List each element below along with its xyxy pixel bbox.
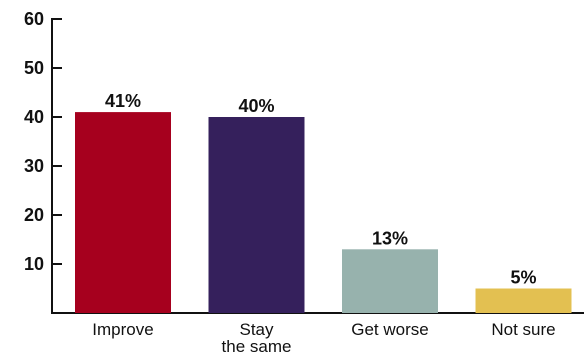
y-tick-label: 30 bbox=[24, 156, 44, 176]
bar bbox=[342, 249, 438, 313]
category-label: Stay the same bbox=[222, 320, 292, 356]
category-label-line: the same bbox=[222, 337, 292, 356]
y-tick-label: 60 bbox=[24, 9, 44, 29]
category-label: Not sure bbox=[491, 320, 555, 339]
bars bbox=[75, 112, 572, 313]
y-tick-label: 50 bbox=[24, 58, 44, 78]
bar bbox=[475, 288, 572, 313]
bar bbox=[208, 117, 305, 313]
category-label-line: Improve bbox=[92, 320, 153, 339]
category-label-line: Not sure bbox=[491, 320, 555, 339]
value-label: 13% bbox=[372, 228, 408, 248]
y-tick-label: 10 bbox=[24, 254, 44, 274]
value-label: 40% bbox=[238, 96, 274, 116]
value-label: 5% bbox=[510, 268, 536, 288]
category-label: Get worse bbox=[351, 320, 428, 339]
y-tick-label: 40 bbox=[24, 107, 44, 127]
category-label-line: Get worse bbox=[351, 320, 428, 339]
value-label: 41% bbox=[105, 91, 141, 111]
bar bbox=[75, 112, 171, 313]
category-label: Improve bbox=[92, 320, 153, 339]
category-label-line: Stay bbox=[239, 320, 274, 339]
y-tick-label: 20 bbox=[24, 205, 44, 225]
labels: 41% Improve 40% Stay the same 13% Get worse 5% N… bbox=[92, 91, 555, 356]
